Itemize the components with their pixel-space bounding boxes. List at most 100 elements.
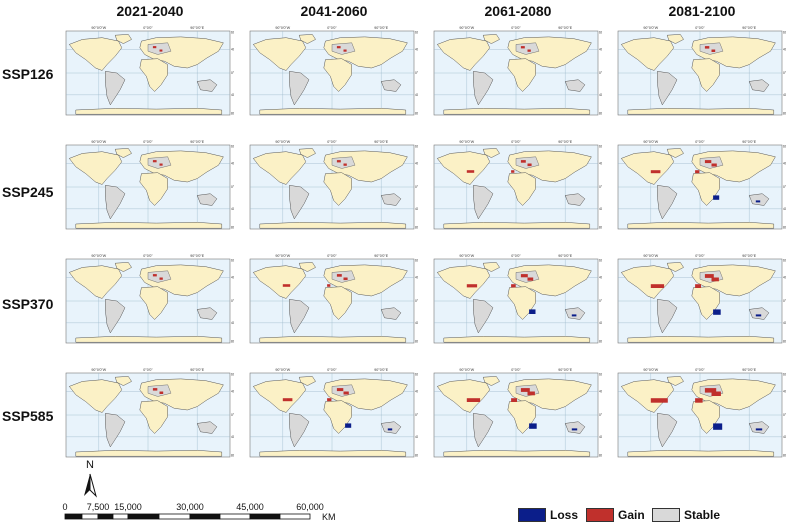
graticule-label-right: 40°0'0"S	[231, 93, 234, 97]
gain-patch	[511, 284, 516, 288]
gain-patch	[336, 274, 342, 277]
continent-australia	[380, 421, 402, 434]
gain-patch	[527, 49, 531, 52]
graticule-label-top: 90°0'0"E	[374, 368, 388, 372]
continent-south-america	[105, 185, 126, 220]
continent-south-america	[105, 71, 126, 106]
graticule-label-top: 0°0'0"	[327, 368, 337, 372]
graticule-label-right: 0°0'0"	[415, 185, 418, 189]
stable-region	[331, 42, 356, 55]
continent-antarctica	[259, 450, 407, 457]
loss-patch	[571, 314, 577, 317]
continent-australia	[380, 307, 402, 320]
continent-greenland	[666, 148, 684, 158]
graticule-label-right: 0°0'0"	[599, 71, 602, 75]
scale-segment	[189, 513, 221, 520]
scale-unit: KM	[322, 512, 336, 522]
map-panel: 90°0'0"W 0°0'0" 90°0'0"E 60°0'0"N 40°0'0"N 0°…	[614, 250, 786, 346]
continent-south-america	[657, 299, 678, 334]
continent-north-america	[620, 151, 675, 185]
graticule-label-right: 40°0'0"S	[415, 435, 418, 439]
graticule-label-right: 80°0'0"S	[599, 453, 602, 457]
legend-item-gain: Gain	[586, 506, 645, 524]
continent-australia	[748, 79, 770, 92]
continent-australia	[196, 79, 218, 92]
graticule-label-top: 90°0'0"W	[459, 140, 474, 144]
graticule-label-right: 40°0'0"N	[415, 276, 418, 280]
continent-north-america	[620, 265, 675, 299]
graticule-label-right: 0°0'0"	[415, 299, 418, 303]
continent-greenland	[482, 34, 500, 44]
world-map: 90°0'0"W 0°0'0" 90°0'0"E 60°0'0"N 40°0'0"N 0°…	[65, 254, 234, 344]
row-label-ssp126: SSP126	[2, 66, 54, 82]
graticule-label-top: 0°0'0"	[695, 368, 705, 372]
gain-patch	[159, 49, 163, 52]
continent-south-america	[657, 71, 678, 106]
loss-patch	[345, 423, 352, 428]
stable-region	[699, 42, 724, 55]
graticule-label-top: 90°0'0"W	[91, 254, 106, 258]
loss-patch	[713, 195, 720, 200]
graticule-label-right: 0°0'0"	[783, 413, 786, 417]
gain-patch	[466, 170, 475, 173]
continent-antarctica	[75, 336, 223, 343]
gain-patch	[152, 160, 157, 163]
graticule-label-right: 60°0'0"N	[599, 31, 602, 35]
scale-segment	[127, 513, 160, 520]
continent-greenland	[114, 262, 132, 272]
continent-africa	[323, 172, 352, 206]
graticule-label-right: 80°0'0"S	[783, 111, 786, 115]
graticule-label-right: 60°0'0"N	[599, 373, 602, 377]
graticule-label-top: 0°0'0"	[327, 26, 337, 30]
stable-region	[331, 270, 356, 283]
graticule-label-top: 90°0'0"W	[275, 368, 290, 372]
continent-africa	[507, 286, 536, 320]
legend-swatch-gain	[586, 508, 614, 522]
graticule-label-top: 90°0'0"E	[558, 254, 572, 258]
map-panel: 90°0'0"W 0°0'0" 90°0'0"E 60°0'0"N 40°0'0"N 0°…	[62, 364, 234, 460]
gain-patch	[327, 398, 332, 402]
gain-patch	[520, 160, 526, 163]
graticule-label-top: 90°0'0"W	[643, 254, 658, 258]
continent-africa	[139, 400, 168, 434]
graticule-label-right: 0°0'0"	[231, 413, 234, 417]
graticule-label-top: 0°0'0"	[143, 26, 153, 30]
gain-patch	[704, 274, 714, 278]
graticule-label-right: 40°0'0"N	[231, 276, 234, 280]
graticule-label-top: 90°0'0"E	[374, 26, 388, 30]
loss-patch	[755, 314, 762, 317]
continent-australia	[564, 79, 586, 92]
gain-patch	[711, 391, 721, 396]
continent-south-america	[657, 185, 678, 220]
graticule-label-right: 60°0'0"N	[231, 145, 234, 149]
graticule-label-top: 90°0'0"E	[558, 140, 572, 144]
scale-tick-60000: 60,000	[296, 502, 324, 512]
continent-north-america	[252, 265, 307, 299]
graticule-label-right: 60°0'0"N	[415, 259, 418, 263]
graticule-label-right: 0°0'0"	[599, 185, 602, 189]
graticule-label-top: 0°0'0"	[511, 254, 521, 258]
graticule-label-top: 90°0'0"W	[275, 254, 290, 258]
map-panel: 90°0'0"W 0°0'0" 90°0'0"E 60°0'0"N 40°0'0"N 0°…	[430, 250, 602, 346]
continent-greenland	[298, 376, 316, 386]
continent-africa	[507, 400, 536, 434]
scale-segment	[112, 513, 129, 520]
column-header-2061-2080: 2061-2080	[484, 3, 552, 19]
graticule-label-right: 60°0'0"N	[231, 259, 234, 263]
continent-north-america	[436, 265, 491, 299]
graticule-label-right: 40°0'0"N	[231, 48, 234, 52]
continent-north-america	[620, 37, 675, 71]
graticule-label-top: 90°0'0"W	[91, 140, 106, 144]
graticule-label-right: 0°0'0"	[231, 71, 234, 75]
graticule-label-right: 60°0'0"N	[783, 373, 786, 377]
graticule-label-right: 0°0'0"	[231, 185, 234, 189]
graticule-label-right: 80°0'0"S	[415, 453, 418, 457]
map-panel: 90°0'0"W 0°0'0" 90°0'0"E 60°0'0"N 40°0'0"N 0°…	[430, 22, 602, 118]
continent-africa	[323, 58, 352, 92]
continent-south-america	[657, 413, 678, 448]
world-map: 90°0'0"W 0°0'0" 90°0'0"E 60°0'0"N 40°0'0"N 0°…	[249, 140, 418, 229]
graticule-label-right: 80°0'0"S	[415, 225, 418, 229]
graticule-label-right: 40°0'0"S	[783, 321, 786, 325]
graticule-label-right: 40°0'0"N	[231, 390, 234, 394]
graticule-label-top: 0°0'0"	[511, 368, 521, 372]
